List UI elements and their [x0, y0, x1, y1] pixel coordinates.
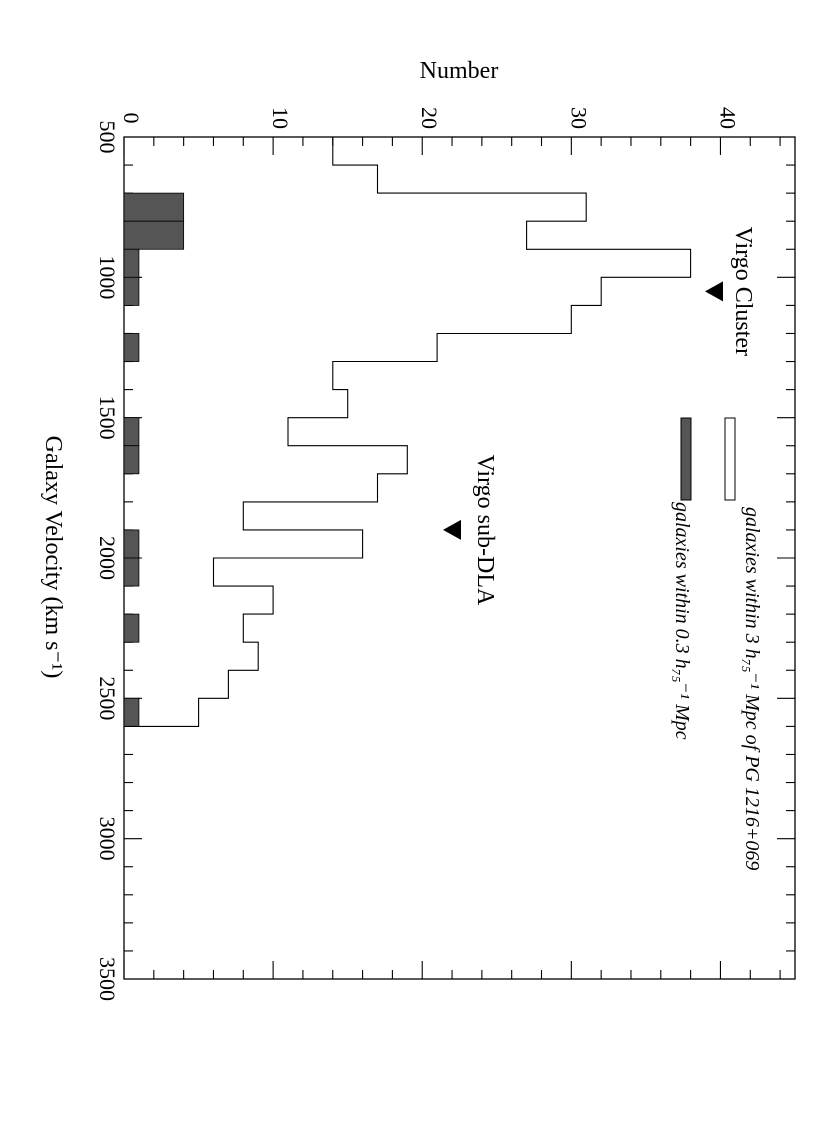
y-tick-label: 30 — [566, 107, 591, 129]
filled-bar — [123, 529, 140, 559]
y-tick-label: 40 — [715, 107, 740, 129]
filled-bar — [123, 248, 140, 278]
legend-swatch — [724, 417, 736, 501]
filled-histogram — [123, 192, 185, 727]
ticks-group — [123, 136, 795, 980]
legend-label: galaxies within 3 h₇₅⁻¹ Mpc of PG 1216+0… — [741, 507, 763, 870]
filled-bar — [123, 697, 140, 727]
filled-bar — [123, 417, 140, 447]
x-tick-label: 1500 — [95, 396, 120, 440]
y-tick-label: 0 — [119, 113, 144, 124]
x-tick-label: 3000 — [95, 817, 120, 861]
x-axis-title: Galaxy Velocity (km s⁻¹) — [40, 436, 66, 679]
x-tick-label: 2000 — [95, 536, 120, 580]
x-tick-label: 1000 — [95, 255, 120, 299]
annotation-label: Virgo Cluster — [730, 227, 756, 356]
x-tick-label: 2500 — [95, 676, 120, 720]
annotation-label: Virgo sub-DLA — [472, 455, 498, 606]
legend-swatch — [680, 417, 692, 501]
y-tick-label: 20 — [417, 107, 442, 129]
outline-histogram — [124, 137, 692, 727]
annotation-marker — [705, 281, 723, 302]
filled-bar — [123, 276, 140, 306]
annotations-group: Virgo Cluster Virgo sub-DLA — [443, 227, 756, 606]
x-tick-label: 3500 — [95, 957, 120, 1001]
filled-bar — [123, 333, 140, 362]
filled-bar — [123, 220, 185, 250]
legend: galaxies within 3 h₇₅⁻¹ Mpc of PG 1216+0… — [671, 417, 763, 870]
legend-label: galaxies within 0.3 h₇₅⁻¹ Mpc — [671, 502, 693, 740]
filled-bar — [123, 445, 140, 475]
y-axis-title: Number — [420, 58, 499, 84]
y-tick-label: 10 — [268, 107, 293, 129]
filled-bar — [123, 613, 140, 643]
filled-bar — [123, 192, 185, 222]
annotation-marker — [443, 519, 461, 540]
x-tick-label: 500 — [95, 121, 120, 154]
filled-bar — [123, 557, 140, 587]
labels-group: 500 1000 1500 2000 2500 3000 3500 0 10 20 30 40 Gala… — [40, 58, 740, 1001]
